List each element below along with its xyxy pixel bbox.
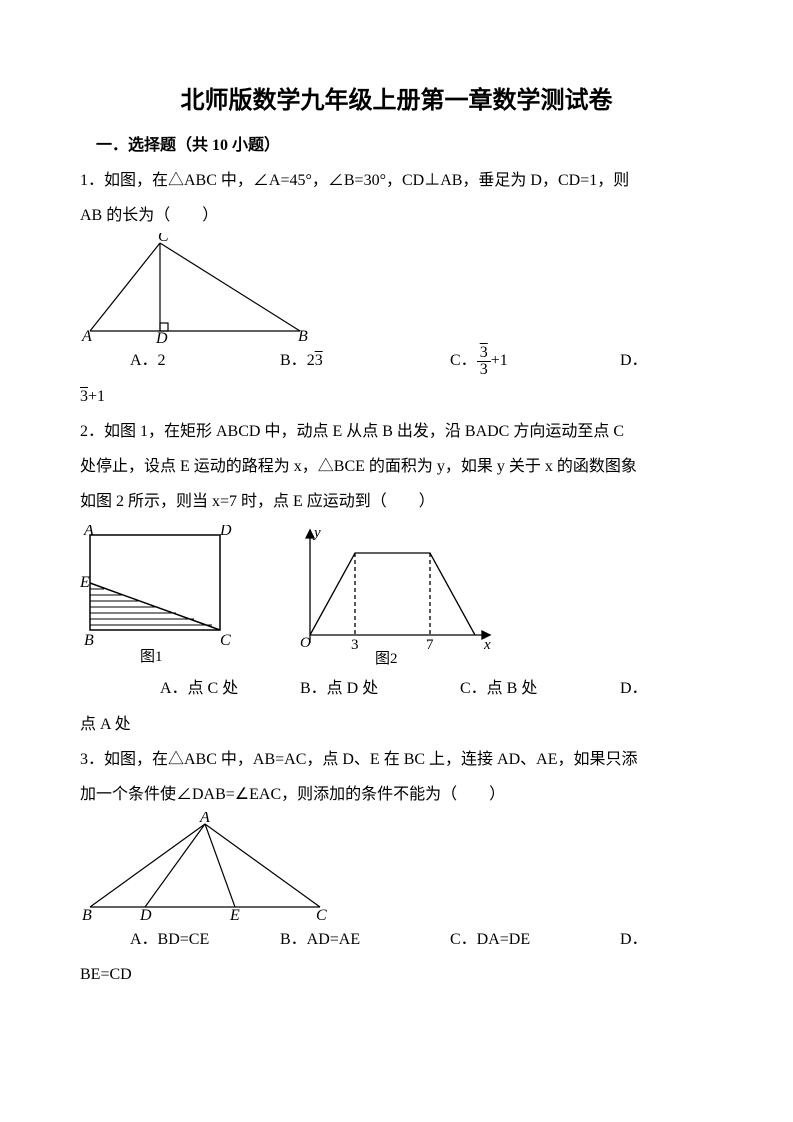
svg-text:D: D bbox=[219, 525, 232, 539]
section-heading: 一．选择题（共 10 小题） bbox=[80, 131, 713, 155]
svg-text:D: D bbox=[139, 907, 152, 922]
svg-text:x: x bbox=[483, 637, 491, 653]
q3-optC: C．DA=DE bbox=[450, 922, 620, 957]
svg-text:图2: 图2 bbox=[375, 650, 398, 665]
q1-optD: D． bbox=[620, 343, 648, 378]
svg-text:3: 3 bbox=[351, 637, 359, 653]
vertex-C: C bbox=[158, 233, 169, 245]
q2-optD: D． bbox=[620, 671, 648, 706]
vertex-A: A bbox=[81, 328, 92, 343]
svg-text:B: B bbox=[84, 632, 94, 649]
q1-optD-cont: 3+1 bbox=[80, 379, 713, 414]
q2-line3: 如图 2 所示，则当 x=7 时，点 E 应运动到（ ） bbox=[80, 484, 713, 519]
q2-figure2: O 3 7 x y 图2 bbox=[280, 525, 500, 665]
svg-text:E: E bbox=[80, 574, 90, 591]
q2-optA: A．点 C 处 bbox=[160, 671, 300, 706]
svg-text:C: C bbox=[220, 632, 231, 649]
q1-line2: AB 的长为（ ） bbox=[80, 198, 713, 233]
q2-line1: 2．如图 1，在矩形 ABCD 中，动点 E 从点 B 出发，沿 BADC 方向… bbox=[80, 414, 713, 449]
q3-optD: D． bbox=[620, 922, 648, 957]
svg-text:C: C bbox=[316, 907, 327, 922]
vertex-B: B bbox=[298, 328, 308, 343]
q2-options: A．点 C 处 B．点 D 处 C．点 B 处 D． bbox=[80, 671, 713, 706]
q3-optD-cont: BE=CD bbox=[80, 957, 713, 992]
q2-optB: B．点 D 处 bbox=[300, 671, 460, 706]
svg-text:A: A bbox=[199, 812, 210, 826]
q3-options: A．BD=CE B．AD=AE C．DA=DE D． bbox=[80, 922, 713, 957]
vertex-D: D bbox=[155, 330, 168, 343]
svg-text:y: y bbox=[312, 525, 321, 541]
svg-text:A: A bbox=[83, 525, 94, 539]
q3-optA: A．BD=CE bbox=[130, 922, 280, 957]
q1-figure: C A D B bbox=[80, 233, 713, 343]
svg-text:E: E bbox=[229, 907, 240, 922]
q2-figure1: A D E B C 图1 bbox=[80, 525, 240, 665]
q1-options: A．2 B．23 C．33+1 D． bbox=[80, 343, 713, 378]
q2-figures: A D E B C 图1 bbox=[80, 525, 713, 665]
q3-line1: 3．如图，在△ABC 中，AB=AC，点 D、E 在 BC 上，连接 AD、AE… bbox=[80, 742, 713, 777]
svg-text:B: B bbox=[82, 907, 92, 922]
q2-optC: C．点 B 处 bbox=[460, 671, 620, 706]
q1-optC: C．33+1 bbox=[450, 343, 620, 378]
q2-optD-cont: 点 A 处 bbox=[80, 707, 713, 742]
q1-optA: A．2 bbox=[130, 343, 280, 378]
q3-line2: 加一个条件使∠DAB=∠EAC，则添加的条件不能为（ ） bbox=[80, 777, 713, 812]
q2-line2: 处停止，设点 E 运动的路程为 x，△BCE 的面积为 y，如果 y 关于 x … bbox=[80, 449, 713, 484]
q3-optB: B．AD=AE bbox=[280, 922, 450, 957]
svg-text:图1: 图1 bbox=[140, 648, 163, 665]
svg-text:7: 7 bbox=[426, 637, 434, 653]
q1-optB: B．23 bbox=[280, 343, 450, 378]
svg-text:O: O bbox=[300, 635, 311, 651]
q1-line1: 1．如图，在△ABC 中，∠A=45°，∠B=30°，CD⊥AB，垂足为 D，C… bbox=[80, 163, 713, 198]
page-title: 北师版数学九年级上册第一章数学测试卷 bbox=[80, 80, 713, 115]
q3-figure: A B D E C bbox=[80, 812, 713, 922]
